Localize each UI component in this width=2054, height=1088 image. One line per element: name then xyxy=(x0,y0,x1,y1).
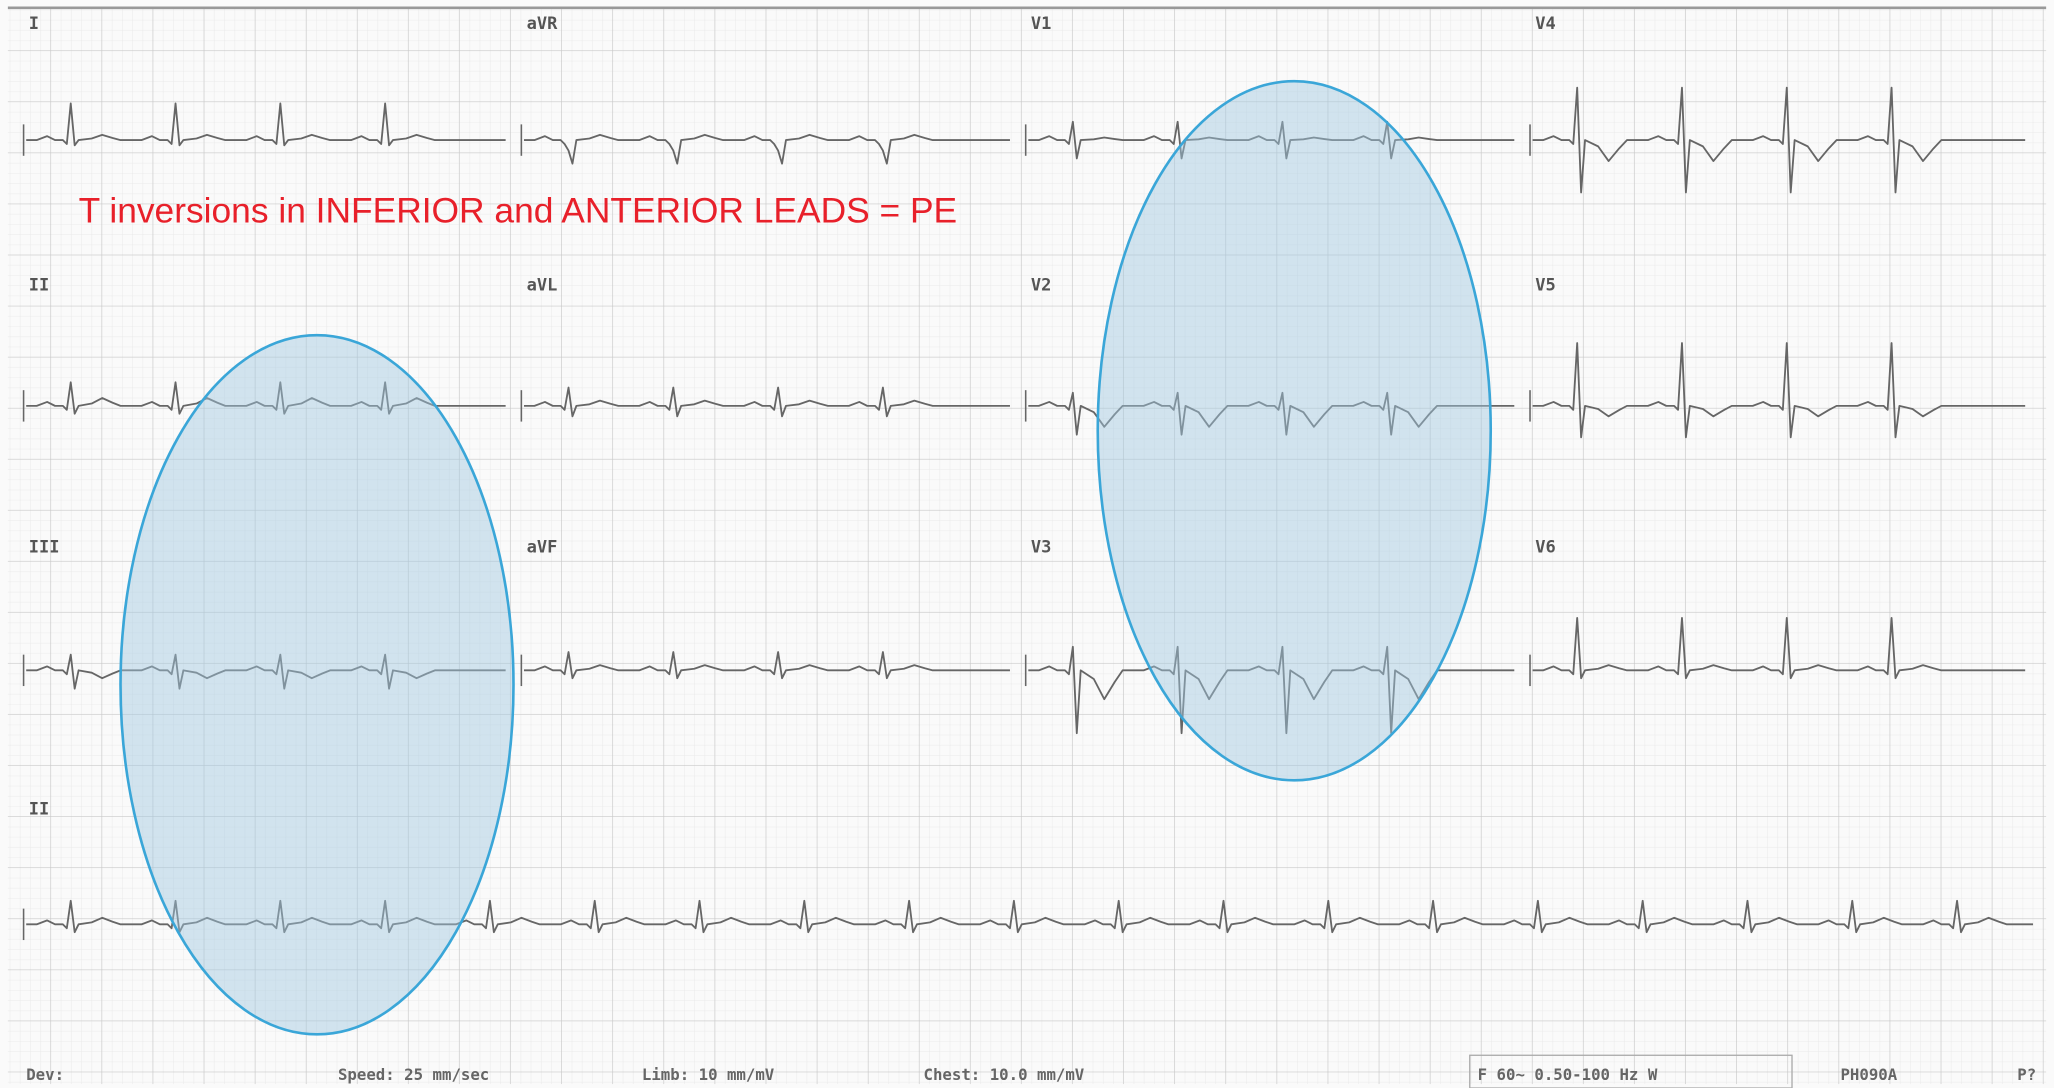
page: T inversions in INFERIOR and ANTERIOR LE… xyxy=(0,0,2054,1088)
lead-label: V5 xyxy=(1535,276,1556,296)
footer-text: Dev: xyxy=(26,1065,64,1084)
lead-label: II xyxy=(29,276,50,296)
lead-label: V3 xyxy=(1031,538,1052,558)
footer-text: PH090A xyxy=(1840,1065,1897,1084)
footer-text: P? xyxy=(2017,1065,2036,1084)
lead-label: III xyxy=(29,538,60,558)
highlight-inferior xyxy=(121,335,514,1034)
lead-label: V4 xyxy=(1535,14,1556,34)
lead-label: II xyxy=(29,799,50,819)
lead-label: V6 xyxy=(1535,538,1556,558)
footer-text: Speed: 25 mm/sec xyxy=(338,1065,489,1084)
lead-label: aVR xyxy=(527,14,558,34)
highlight-anterior xyxy=(1098,81,1491,780)
footer-text: Chest: 10.0 mm/mV xyxy=(924,1065,1085,1084)
lead-label: I xyxy=(29,14,39,34)
annotation: T inversions in INFERIOR and ANTERIOR LE… xyxy=(79,192,958,231)
footer-text: F 60~ 0.50-100 Hz W xyxy=(1478,1065,1658,1084)
lead-label: aVL xyxy=(527,276,558,296)
footer-text: Limb: 10 mm/mV xyxy=(642,1065,775,1084)
lead-label: V1 xyxy=(1031,14,1052,34)
lead-label: V2 xyxy=(1031,276,1052,296)
lead-label: aVF xyxy=(527,538,558,558)
ecg-sheet: T inversions in INFERIOR and ANTERIOR LE… xyxy=(0,0,2054,1088)
